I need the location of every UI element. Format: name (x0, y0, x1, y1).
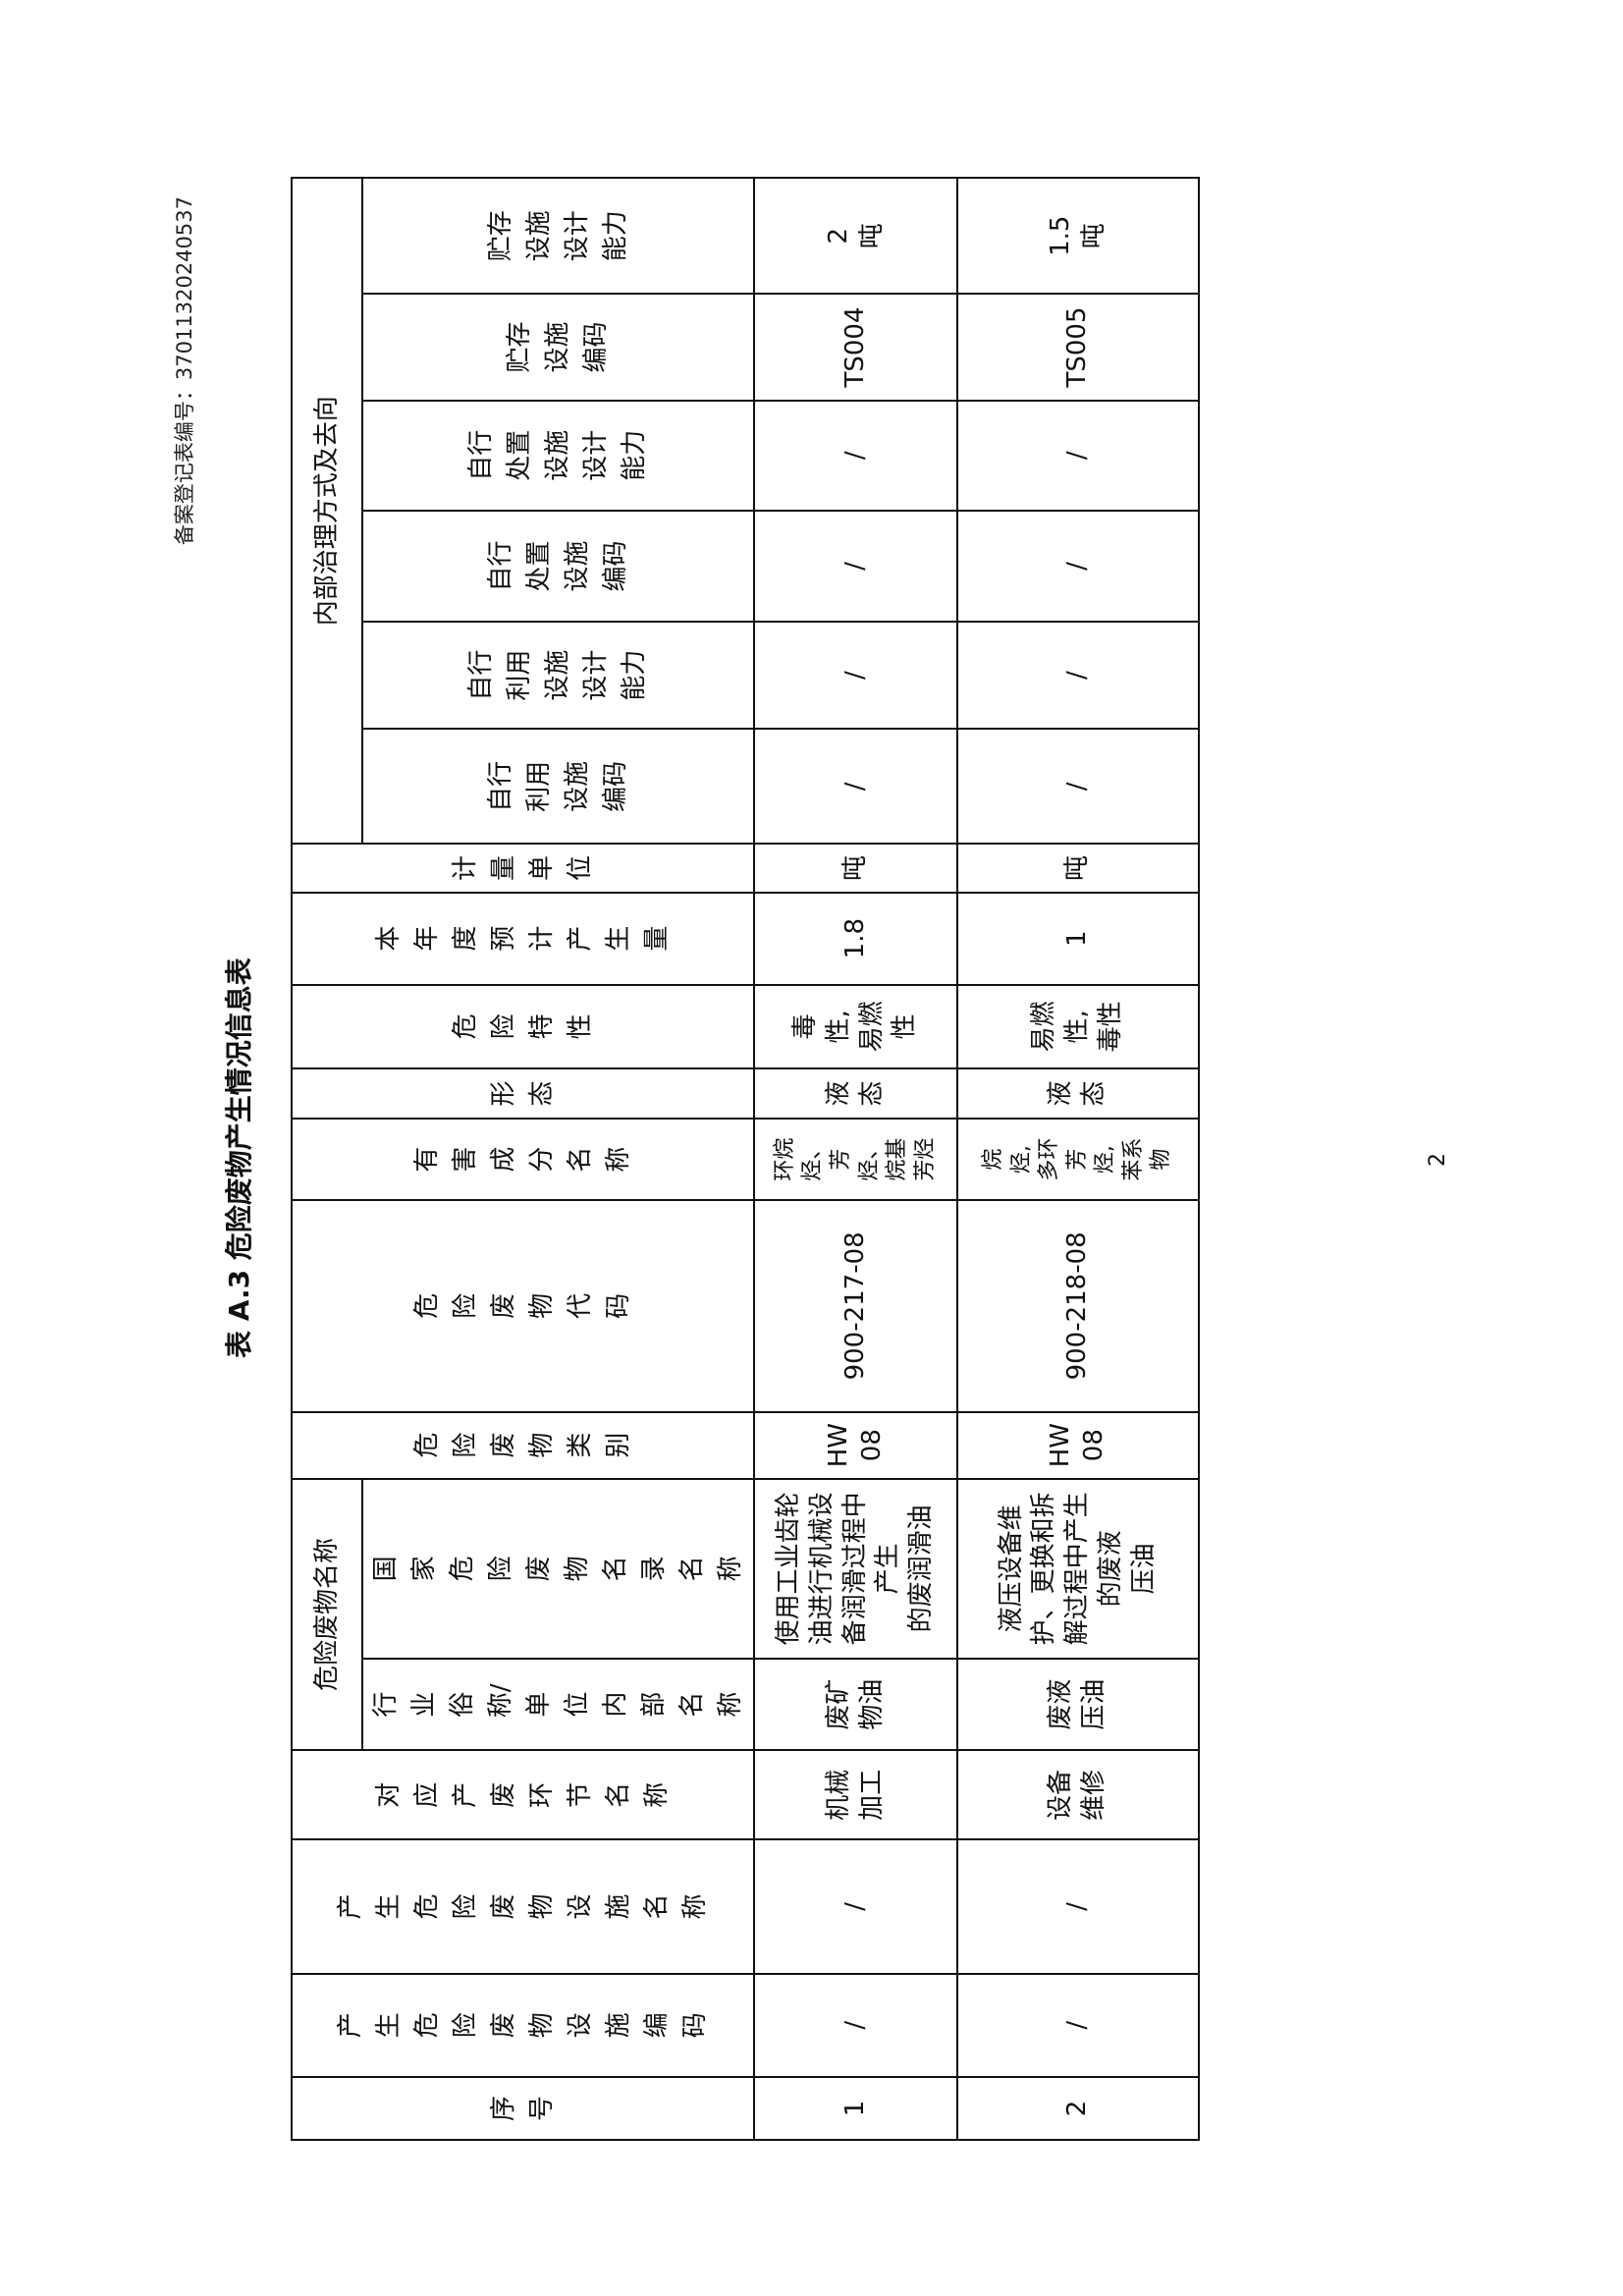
cell-seq: 2 (957, 2076, 1199, 2140)
header-hazard: 危险特性 (292, 984, 754, 1068)
table-row: 1 / / 机械 加工 废矿 物油 使用工业齿轮 油进行机械设 备润滑过程中 产… (754, 178, 957, 2140)
cell-reuse-cap: / (957, 622, 1199, 730)
cell-process: 设备 维修 (957, 1750, 1199, 1840)
cell-dispose-code: / (754, 510, 957, 623)
cell-unit: 吨 (957, 844, 1199, 893)
cell-harmful: 烷 烃, 多环 芳 烃, 苯系 物 (957, 1119, 1199, 1201)
header-reuse-code: 自行利用设施编码 (362, 729, 754, 845)
cell-dispose-cap: / (754, 400, 957, 511)
hazardous-waste-table: 序号 产生危险废物设施编码 产生危险废物设施名称 对应产废环节名称 危险废物名称… (291, 177, 1200, 2141)
header-unit: 计量单位 (292, 844, 754, 893)
cell-reuse-code: / (754, 729, 957, 845)
cell-store-code: TS004 (754, 294, 957, 401)
header-category: 危险废物类别 (292, 1411, 754, 1479)
header-amount: 本年度预计产生量 (292, 892, 754, 985)
cell-national-name: 使用工业齿轮 油进行机械设 备润滑过程中 产生 的废润滑油 (754, 1478, 957, 1660)
cell-national-name: 液压设备维 护、更换和拆 解过程中产生 的废液 压油 (957, 1478, 1199, 1660)
cell-category: HW 08 (754, 1411, 957, 1479)
header-internal-group: 内部治理方式及去向 (292, 178, 362, 845)
cell-dispose-code: / (957, 510, 1199, 623)
cell-unit: 吨 (754, 844, 957, 893)
cell-form: 液 态 (957, 1067, 1199, 1119)
cell-hazard: 易燃 性, 毒性 (957, 984, 1199, 1068)
header-row-top: 序号 产生危险废物设施编码 产生危险废物设施名称 对应产废环节名称 危险废物名称… (292, 178, 754, 2140)
cell-category: HW 08 (957, 1411, 1199, 1479)
cell-industry-name: 废矿 物油 (754, 1659, 957, 1751)
cell-hazard: 毒 性, 易燃 性 (754, 984, 957, 1068)
page-number: 2 (1426, 1153, 1450, 1167)
cell-facility-name: / (754, 1839, 957, 1974)
header-dispose-code: 自行处置设施编码 (362, 510, 754, 623)
cell-amount: 1 (957, 892, 1199, 985)
header-dispose-cap: 自行处置设施设计能力 (362, 400, 754, 511)
cell-facility-code: / (957, 1973, 1199, 2077)
cell-harmful: 环烷 烃、 芳 烃、 烷基 芳烃 (754, 1119, 957, 1201)
table-title: 表 A.3 危险废物产生情况信息表 (223, 957, 255, 1358)
cell-store-cap: 2 吨 (754, 178, 957, 295)
header-waste-name-group: 危险废物名称 (292, 1478, 362, 1751)
cell-reuse-cap: / (754, 622, 957, 730)
header-national-name: 国家危险废物名录名称 (362, 1478, 754, 1660)
cell-reuse-code: / (957, 729, 1199, 845)
header-store-cap: 贮存设施设计能力 (362, 178, 754, 295)
cell-store-code: TS005 (957, 294, 1199, 401)
cell-seq: 1 (754, 2076, 957, 2140)
cell-process: 机械 加工 (754, 1750, 957, 1840)
header-facility-code: 产生危险废物设施编码 (292, 1973, 754, 2077)
cell-code: 900-217-08 (754, 1200, 957, 1412)
header-facility-name: 产生危险废物设施名称 (292, 1839, 754, 1974)
header-reuse-cap: 自行利用设施设计能力 (362, 622, 754, 730)
registration-number: 备案登记表编号：37011320240537 (173, 196, 196, 546)
header-form: 形态 (292, 1067, 754, 1119)
cell-dispose-cap: / (957, 400, 1199, 511)
header-store-code: 贮存设施编码 (362, 294, 754, 401)
header-code: 危险废物代码 (292, 1200, 754, 1412)
table-row: 2 / / 设备 维修 废液 压油 液压设备维 护、更换和拆 解过程中产生 的废… (957, 178, 1199, 2140)
cell-form: 液 态 (754, 1067, 957, 1119)
cell-industry-name: 废液 压油 (957, 1659, 1199, 1751)
cell-facility-name: / (957, 1839, 1199, 1974)
header-seq: 序号 (292, 2076, 754, 2140)
header-process: 对应产废环节名称 (292, 1750, 754, 1840)
header-harmful: 有害成分名称 (292, 1119, 754, 1201)
header-industry-name: 行业俗称/单位内部名称 (362, 1659, 754, 1751)
cell-amount: 1.8 (754, 892, 957, 985)
cell-code: 900-218-08 (957, 1200, 1199, 1412)
cell-facility-code: / (754, 1973, 957, 2077)
cell-store-cap: 1.5 吨 (957, 178, 1199, 295)
